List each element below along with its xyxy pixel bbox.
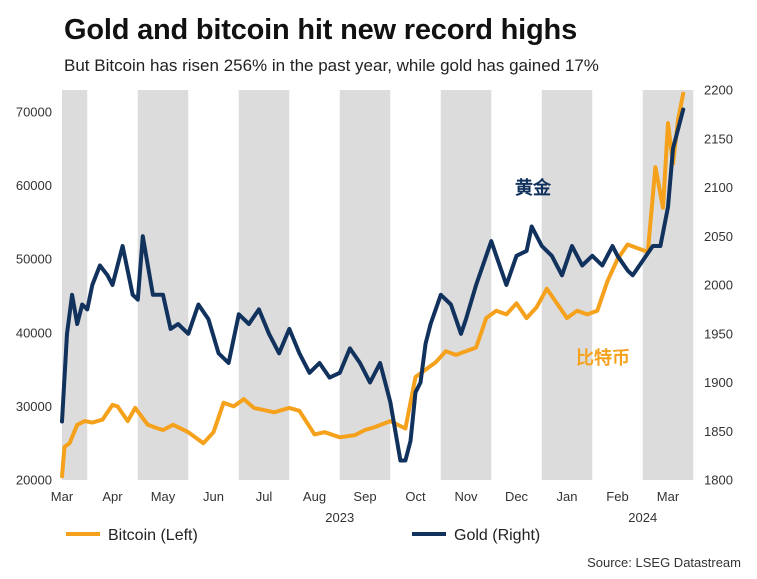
gold-series-line (60, 107, 686, 463)
x-tick-label: Nov (454, 489, 478, 504)
x-tick-label: May (151, 489, 176, 504)
x-tick-label: Sep (353, 489, 376, 504)
x-axis-ticks: Mar Apr May Jun Jul Aug Sep Oct Nov Dec Jan Feb Mar (51, 489, 680, 504)
x-tick-label: Feb (606, 489, 628, 504)
right-y-tick-label: 1950 (704, 326, 733, 341)
x-tick-label: Aug (303, 489, 326, 504)
legend-bitcoin-swatch (66, 531, 100, 536)
left-y-tick-label: 60000 (16, 178, 52, 193)
legend-gold: Gold (Right) (412, 527, 540, 545)
year-label: 2023 (325, 510, 354, 525)
source-note: Source: LSEG Datastream (587, 555, 741, 570)
month-band (440, 90, 492, 480)
month-band (541, 90, 593, 480)
right-y-tick-label: 1850 (704, 424, 733, 439)
left-y-tick-label: 30000 (16, 399, 52, 414)
legend-bitcoin-label: Bitcoin (Left) (108, 527, 198, 544)
gold-annotation: 黄金 (515, 177, 552, 199)
x-tick-label: Mar (51, 489, 74, 504)
chart-subtitle: But Bitcoin has risen 256% in the past y… (64, 56, 599, 75)
month-band (137, 90, 189, 480)
x-tick-label: Jul (256, 489, 273, 504)
month-band (339, 90, 391, 480)
right-y-tick-label: 1800 (704, 473, 733, 488)
year-label: 2024 (628, 510, 657, 525)
left-y-tick-label: 20000 (16, 473, 52, 488)
month-band (62, 90, 88, 480)
chart-title: Gold and bitcoin hit new record highs (64, 14, 577, 46)
x-tick-label: Apr (102, 489, 123, 504)
x-tick-label: Mar (657, 489, 680, 504)
right-y-tick-label: 2150 (704, 131, 733, 146)
right-y-tick-label: 2100 (704, 180, 733, 195)
left-axis-ticks: 20000 30000 40000 50000 60000 70000 (16, 105, 52, 488)
bitcoin-annotation: 比特币 (576, 347, 630, 369)
right-axis-ticks: 1800 1850 1900 1950 2000 2050 2100 2150 2200 (704, 83, 733, 488)
legend-gold-swatch (412, 531, 446, 536)
right-y-tick-label: 2200 (704, 83, 733, 98)
right-y-tick-label: 2050 (704, 229, 733, 244)
right-y-tick-label: 1900 (704, 375, 733, 390)
x-tick-label: Jun (203, 489, 224, 504)
x-tick-label: Jan (557, 489, 578, 504)
legend-gold-label: Gold (Right) (454, 527, 541, 544)
x-tick-label: Dec (505, 489, 529, 504)
x-tick-label: Oct (405, 489, 426, 504)
month-band (238, 90, 290, 480)
right-y-tick-label: 2000 (704, 278, 733, 293)
left-y-tick-label: 50000 (16, 252, 52, 267)
left-y-tick-label: 40000 (16, 325, 52, 340)
bitcoin-series-line (60, 91, 686, 479)
month-bands (62, 90, 694, 480)
left-y-tick-label: 70000 (16, 105, 52, 120)
year-labels: 2023 2024 (325, 510, 657, 525)
legend-bitcoin: Bitcoin (Left) (66, 527, 198, 545)
